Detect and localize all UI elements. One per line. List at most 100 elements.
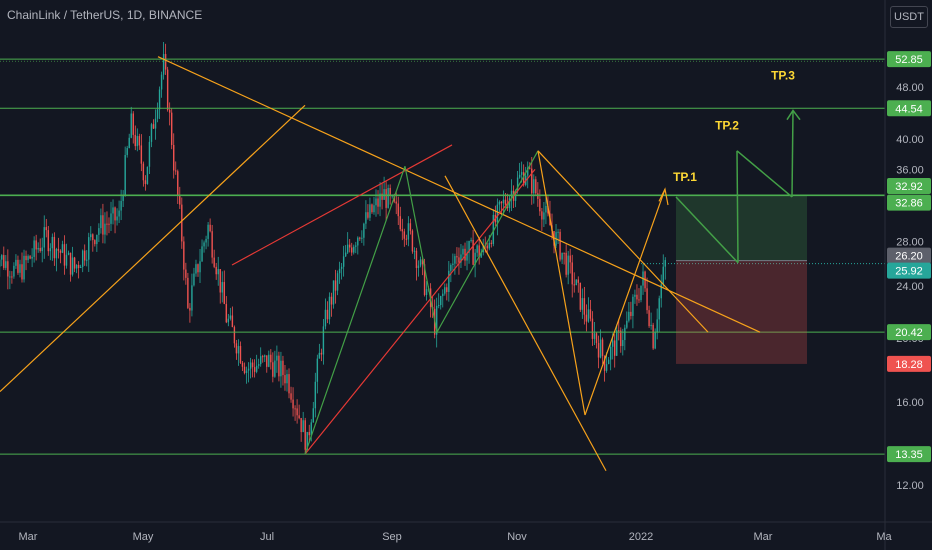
candle-body — [537, 193, 539, 199]
candle-body — [61, 244, 64, 253]
candle-body — [274, 360, 276, 377]
candle-body — [223, 282, 225, 304]
candle-body — [383, 189, 385, 200]
position-tool[interactable] — [676, 195, 807, 364]
candle-body — [444, 287, 446, 294]
candle-body — [90, 234, 92, 238]
candle-body — [132, 113, 134, 135]
candle-body — [221, 282, 223, 293]
candle-body — [108, 223, 110, 225]
candle-body — [571, 262, 573, 285]
candle-body — [425, 289, 428, 295]
candle-body — [183, 241, 185, 270]
candle-body — [573, 284, 575, 286]
candle-body — [488, 242, 490, 249]
candle-body — [175, 170, 177, 172]
candle-body — [300, 418, 302, 433]
candle-body — [500, 201, 503, 204]
y-tick-label: 12.00 — [896, 480, 924, 492]
triangle-line — [444, 175, 607, 472]
candle-body — [272, 362, 274, 377]
position-profit-zone — [676, 195, 807, 261]
candle-body — [346, 244, 349, 253]
candle-body — [288, 374, 290, 394]
candle-body — [65, 254, 68, 266]
price-tag-label: 25.92 — [895, 266, 923, 278]
candle-body — [144, 180, 147, 184]
candle-body — [597, 343, 600, 358]
candle-body — [618, 330, 620, 332]
projection-line — [675, 196, 739, 264]
candle-body — [518, 174, 521, 178]
candle-body — [193, 273, 195, 286]
currency-button[interactable]: USDT — [890, 6, 928, 28]
price-tag — [887, 247, 931, 264]
x-tick-label: Mar — [19, 531, 38, 543]
candle-body — [255, 365, 258, 372]
candle-body — [662, 266, 664, 285]
candle-body — [652, 324, 654, 349]
zigzag-line — [584, 188, 666, 416]
candle-body — [581, 298, 584, 310]
candle-body — [559, 231, 561, 260]
y-tick-label: 28.00 — [896, 237, 924, 249]
x-tick-label: Nov — [507, 531, 527, 543]
candle-body — [533, 179, 535, 194]
candle-body — [86, 259, 88, 261]
candle-body — [120, 200, 122, 211]
candle-body — [148, 141, 151, 167]
candle-body — [541, 211, 543, 220]
candle-body — [387, 187, 389, 208]
candle-body — [203, 242, 205, 247]
x-tick-label: 2022 — [629, 531, 653, 543]
candle-body — [369, 204, 371, 218]
candle-body — [472, 239, 474, 265]
candle-body — [81, 250, 84, 267]
projection-line — [736, 150, 739, 263]
candle-body — [118, 210, 120, 217]
candle-body — [630, 311, 632, 316]
candle-body — [257, 364, 260, 366]
candle-body — [187, 277, 189, 308]
candle-body — [654, 332, 656, 349]
price-tag — [887, 355, 931, 372]
candle-body — [298, 415, 300, 419]
candle-body — [247, 368, 250, 371]
candle-body — [69, 252, 72, 275]
candle-body — [100, 215, 102, 229]
candle-body — [67, 252, 70, 255]
candle-body — [577, 279, 579, 283]
candle-body — [201, 246, 203, 262]
candle-body — [563, 252, 565, 254]
candle-body — [605, 364, 608, 371]
candle-body — [502, 199, 505, 204]
candle-body — [527, 167, 529, 176]
x-tick-label: Jul — [260, 531, 274, 543]
candle-body — [282, 360, 284, 376]
candle-body — [106, 223, 108, 225]
candle-body — [591, 318, 594, 339]
candle-body — [47, 230, 50, 252]
candle-body — [599, 339, 602, 358]
candle-body — [385, 189, 387, 208]
candle-body — [377, 198, 379, 207]
candle-body — [620, 330, 622, 347]
candle-body — [249, 362, 252, 369]
candle-body — [415, 250, 418, 268]
candle-body — [440, 296, 442, 306]
candle-body — [405, 238, 408, 240]
candle-body — [268, 354, 270, 367]
candle-body — [355, 245, 357, 247]
candle-body — [312, 408, 315, 423]
price-tag-label: 44.54 — [895, 103, 923, 115]
candle-body — [233, 327, 236, 344]
candle-body — [403, 231, 406, 239]
candle-body — [84, 250, 86, 261]
candle-body — [460, 254, 462, 263]
candle-body — [452, 263, 454, 266]
candle-body — [110, 213, 112, 224]
price-tag-label: 20.42 — [895, 327, 923, 339]
candle-body — [189, 307, 191, 311]
